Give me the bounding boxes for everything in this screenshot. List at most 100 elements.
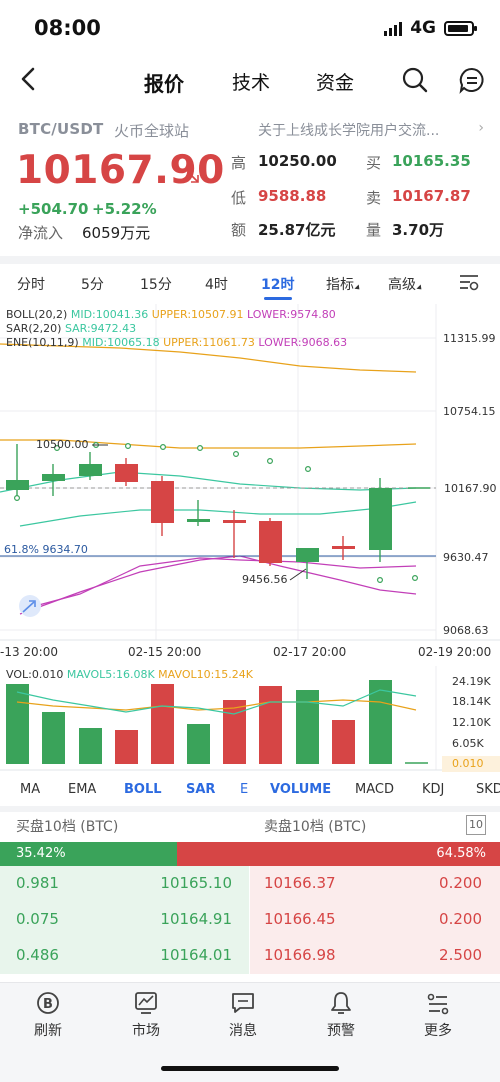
fib-annotation: 61.8% 9634.70 <box>4 543 88 556</box>
high-label: 高 <box>231 154 247 172</box>
boll-mid: MID:10041.36 <box>70 308 149 321</box>
sar-name: SAR(2,20) <box>6 322 62 335</box>
ask-quantity[interactable]: 2.500 <box>439 946 482 964</box>
boll-readout: BOLL(20,2) MID:10041.36 UPPER:10507.91 L… <box>6 308 336 321</box>
volume-readout: VOL:0.010 MAVOL5:16.08K MAVOL10:15.24K <box>6 668 253 681</box>
search-icon[interactable] <box>401 66 429 94</box>
sar-readout: SAR(2,20) SAR:9472.43 <box>6 322 136 335</box>
bid-title: 买盘10档 (BTC) <box>16 819 119 835</box>
vol-current-tag: 0.010 <box>442 756 500 772</box>
low-value: 9588.88 <box>258 187 327 205</box>
nav-market-label: 市场 <box>132 1023 160 1039</box>
period-tab-indicators[interactable]: 指标 <box>326 274 362 294</box>
buy-value: 10165.35 <box>392 152 471 170</box>
ask-quantity[interactable]: 0.200 <box>439 910 482 928</box>
bid-quantity[interactable]: 0.486 <box>16 946 59 964</box>
message-icon <box>232 993 254 1013</box>
home-indicator[interactable] <box>161 1066 339 1071</box>
indicator-tab-ene[interactable]: E <box>240 782 249 797</box>
indicator-tab-ema[interactable]: EMA <box>68 782 97 797</box>
tab-funds[interactable]: 资金 <box>316 72 355 94</box>
nav-more-label: 更多 <box>424 1023 452 1039</box>
tab-technical[interactable]: 技术 <box>232 72 271 94</box>
bottom-nav <box>0 982 500 1082</box>
ask-price[interactable]: 10166.45 <box>264 910 336 928</box>
vol-y-label: 12.10K <box>452 716 491 729</box>
period-tab-5m[interactable]: 5分 <box>81 277 104 293</box>
indicator-tab-macd[interactable]: MACD <box>355 782 394 797</box>
back-arrow-icon[interactable] <box>18 66 40 92</box>
sell-label: 卖 <box>366 189 382 207</box>
bid-price[interactable]: 10164.01 <box>160 946 232 964</box>
indicator-tab-volume[interactable]: VOLUME <box>270 782 332 797</box>
ask-ratio-bar <box>177 842 500 866</box>
notice-text[interactable]: 关于上线成长学院用户交流... <box>258 123 440 139</box>
nav-messages-label: 消息 <box>229 1023 257 1039</box>
change-abs: +504.70 <box>18 200 89 218</box>
indicator-tab-boll[interactable]: BOLL <box>124 782 162 797</box>
bid-price[interactable]: 10164.91 <box>160 910 232 928</box>
nav-refresh[interactable]: B 刷新 <box>18 990 78 1040</box>
high-value: 10250.00 <box>258 152 337 170</box>
bid-row-bg <box>0 938 249 974</box>
pair-name: BTC/USDT <box>18 120 104 138</box>
ask-price[interactable]: 10166.37 <box>264 874 336 892</box>
battery-icon <box>444 20 477 36</box>
high-annotation: 10500.00 <box>36 438 89 451</box>
bid-price[interactable]: 10165.10 <box>160 874 232 892</box>
period-tab-15m[interactable]: 15分 <box>140 277 172 293</box>
svg-text:B: B <box>43 997 53 1012</box>
ask-quantity[interactable]: 0.200 <box>439 874 482 892</box>
advanced-label: 高级 <box>388 277 416 293</box>
ene-lower: LOWER:9068.63 <box>258 336 348 349</box>
chart-settings-icon[interactable] <box>458 272 480 292</box>
volume-chart[interactable] <box>0 666 500 774</box>
sell-value: 10167.87 <box>392 187 471 205</box>
network-type: 4G <box>410 18 436 38</box>
exchange-name: 火币全球站 <box>114 122 190 140</box>
bell-icon <box>331 992 351 1014</box>
period-tab-advanced[interactable]: 高级 <box>388 274 424 294</box>
last-price: 10167.90 <box>16 148 225 193</box>
nav-more[interactable]: 更多 <box>408 990 468 1040</box>
nav-alerts-label: 预警 <box>327 1023 355 1039</box>
indicator-tab-kdj[interactable]: KDJ <box>422 782 445 797</box>
x-axis-label: 02-17 20:00 <box>273 645 347 659</box>
depth-selector[interactable]: 10 <box>466 815 486 835</box>
dropdown-icon <box>354 284 362 292</box>
ask-row-bg <box>250 938 500 974</box>
divider <box>0 806 500 812</box>
bid-quantity[interactable]: 0.981 <box>16 874 59 892</box>
candlestick-chart[interactable] <box>0 304 500 666</box>
bid-ratio-bar <box>0 842 177 866</box>
period-tab-4h[interactable]: 4时 <box>205 277 228 293</box>
message-icon[interactable] <box>458 66 486 94</box>
indicator-tab-sar[interactable]: SAR <box>186 782 216 797</box>
period-tab-12h[interactable]: 12时 <box>261 277 295 293</box>
period-tab-timeline[interactable]: 分时 <box>17 277 45 293</box>
nav-refresh-label: 刷新 <box>34 1023 62 1039</box>
ene-upper: UPPER:11061.73 <box>163 336 255 349</box>
signal-icon <box>384 20 403 36</box>
bid-quantity[interactable]: 0.075 <box>16 910 59 928</box>
status-time: 08:00 <box>34 16 101 40</box>
nav-messages[interactable]: 消息 <box>213 990 273 1040</box>
ene-mid: MID:10065.18 <box>82 336 160 349</box>
vol-y-label: 24.19K <box>452 675 491 688</box>
tab-quote[interactable]: 报价 <box>144 72 184 96</box>
buy-label: 买 <box>366 154 382 172</box>
ask-row-bg <box>250 902 500 938</box>
x-axis-label: 02-15 20:00 <box>128 645 202 659</box>
nav-alerts[interactable]: 预警 <box>311 990 371 1040</box>
ask-row-bg <box>250 866 500 902</box>
change-pct: +5.22% <box>92 200 157 218</box>
y-axis-label: 10754.15 <box>443 405 496 418</box>
ask-price[interactable]: 10166.98 <box>264 946 336 964</box>
sar-value: SAR:9472.43 <box>64 322 137 335</box>
chevron-right-icon[interactable]: › <box>478 120 484 136</box>
indicator-tab-ma[interactable]: MA <box>20 782 41 797</box>
indicator-tab-skd[interactable]: SKD <box>476 782 500 797</box>
nav-market[interactable]: 市场 <box>116 990 176 1040</box>
divider <box>0 256 500 264</box>
vol-value: VOL:0.010 <box>6 668 64 681</box>
